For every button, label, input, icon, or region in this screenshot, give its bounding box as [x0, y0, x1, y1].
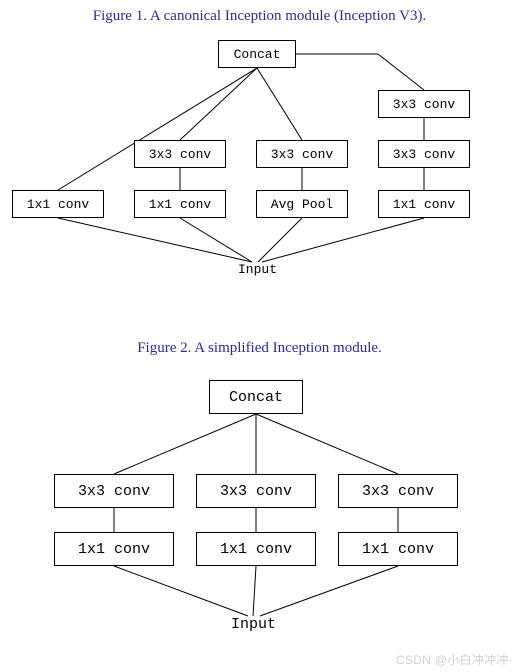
input-label: Input — [238, 262, 277, 277]
node-label: 3x3 conv — [362, 483, 434, 500]
node-label: Concat — [229, 389, 283, 406]
node-b4_3x3a: 3x3 conv — [378, 90, 470, 118]
node-label: 3x3 conv — [393, 97, 455, 112]
node-b2_3x3: 3x3 conv — [134, 140, 226, 168]
node-b4_1x1: 1x1 conv — [378, 190, 470, 218]
node-label: 1x1 conv — [362, 541, 434, 558]
node-label: Concat — [234, 47, 281, 62]
node-b3_avg: Avg Pool — [256, 190, 348, 218]
node-b2_1x1: 1x1 conv — [196, 532, 316, 566]
node-label: 3x3 conv — [271, 147, 333, 162]
node-label: 3x3 conv — [78, 483, 150, 500]
node-label: Avg Pool — [271, 197, 333, 212]
node-b4_3x3b: 3x3 conv — [378, 140, 470, 168]
figure2-diagram: Concat 3x3 conv 1x1 conv 3x3 conv 1x1 conv 3x… — [0, 368, 519, 658]
node-label: 3x3 conv — [149, 147, 211, 162]
node-label: 1x1 conv — [149, 197, 211, 212]
input-label: Input — [231, 616, 276, 633]
node-b3_3x3: 3x3 conv — [338, 474, 458, 508]
node-label: 1x1 conv — [78, 541, 150, 558]
node-b2_3x3: 3x3 conv — [196, 474, 316, 508]
figure1-caption: Figure 1. A canonical Inception module (… — [0, 8, 519, 25]
node-b3_1x1: 1x1 conv — [338, 532, 458, 566]
figure1-diagram: Concat 1x1 conv 3x3 conv 1x1 conv 3x3 conv Av… — [0, 30, 519, 290]
node-b3_3x3: 3x3 conv — [256, 140, 348, 168]
node-b2_1x1: 1x1 conv — [134, 190, 226, 218]
node-label: 1x1 conv — [220, 541, 292, 558]
node-b1_1x1: 1x1 conv — [54, 532, 174, 566]
node-label: 1x1 conv — [393, 197, 455, 212]
node-label: 3x3 conv — [393, 147, 455, 162]
node-b1_1x1: 1x1 conv — [12, 190, 104, 218]
node-concat: Concat — [209, 380, 303, 414]
node-label: 3x3 conv — [220, 483, 292, 500]
node-b1_3x3: 3x3 conv — [54, 474, 174, 508]
node-concat: Concat — [218, 40, 296, 68]
node-label: 1x1 conv — [27, 197, 89, 212]
figure2-caption: Figure 2. A simplified Inception module. — [0, 340, 519, 357]
